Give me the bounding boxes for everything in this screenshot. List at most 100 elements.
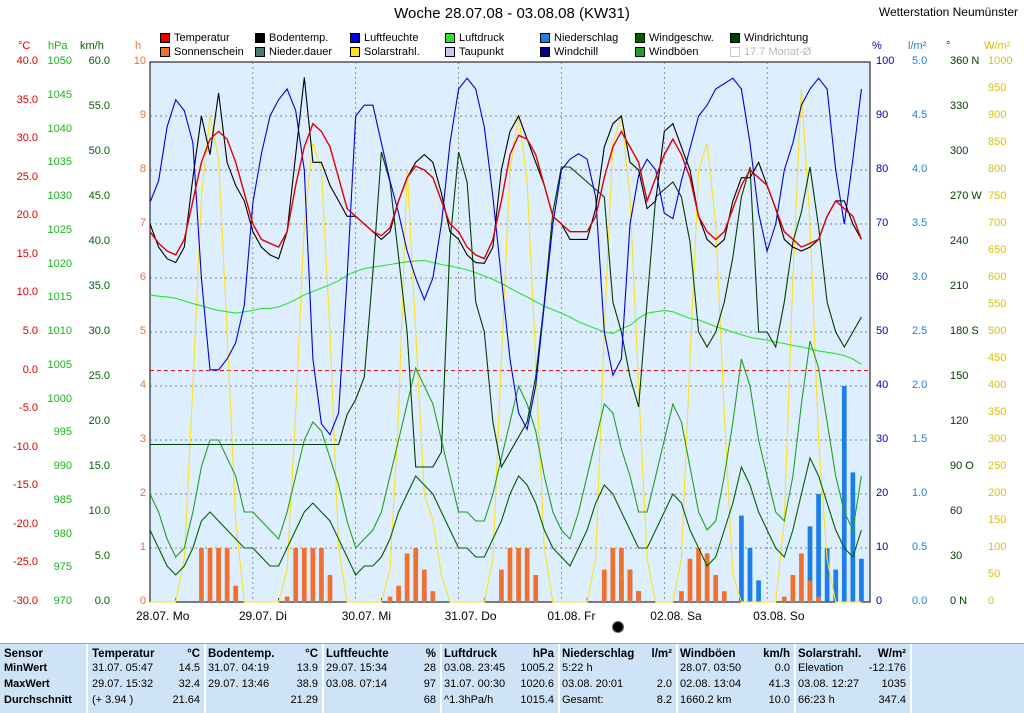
stats-max-value: 97 <box>423 678 436 690</box>
bar-sunshine <box>721 591 727 602</box>
tick-direction: 300 <box>950 145 969 157</box>
tick-solar: 400 <box>988 379 1007 391</box>
legend-item[interactable]: Luftfeuchte <box>350 32 418 44</box>
bar-sunshine <box>781 596 787 602</box>
tick-direction: 270 W <box>950 190 982 202</box>
tick-rain: 5.0 <box>912 55 928 67</box>
tick-rain: 4.0 <box>912 163 928 175</box>
legend-item[interactable]: Niederschlag <box>540 32 618 44</box>
bar-sunshine <box>704 553 710 602</box>
bar-sunshine <box>319 548 324 602</box>
stats-min-value: -12.176 <box>868 662 906 674</box>
legend-label: Windgeschw. <box>649 32 714 44</box>
stats-min-value: 1005.2 <box>520 662 554 674</box>
legend-item[interactable]: Solarstrahl. <box>350 46 420 58</box>
legend-item[interactable]: Nieder.dauer <box>255 46 332 58</box>
bar-sunshine <box>430 591 436 602</box>
bar-sunshine <box>807 580 813 602</box>
legend-swatch <box>635 47 645 57</box>
tick-sun: 4 <box>139 379 146 391</box>
stats-max-time: 02.08. 13:04 <box>680 678 742 690</box>
stats-max-value: 38.9 <box>296 678 318 690</box>
tick-sun: 7 <box>139 217 146 229</box>
bar-sunshine <box>404 553 410 602</box>
tick-temp: 40.0 <box>16 55 38 67</box>
tick-temp: -15.0 <box>12 479 38 492</box>
bar-precipitation <box>833 569 839 602</box>
tick-wind: 40.0 <box>88 235 110 247</box>
stats-col-name: Niederschlag <box>562 648 635 660</box>
stats-avg-value: 1015.4 <box>520 694 554 706</box>
bar-precipitation <box>816 494 821 602</box>
tick-pressure: 980 <box>53 527 72 540</box>
bar-sunshine <box>610 548 616 602</box>
stats-max-value: 1020.6 <box>520 678 554 690</box>
tick-rain: 2.5 <box>912 325 928 337</box>
stats-min-time: 29.07. 15:34 <box>326 662 388 674</box>
axis-head-sun: h <box>135 40 142 52</box>
legend-label: Luftdruck <box>459 32 505 44</box>
bar-sunshine <box>799 553 804 602</box>
legend-item[interactable]: Windrichtung <box>730 32 808 44</box>
stats-min-time: 31.07. 04:19 <box>208 662 270 674</box>
legend-label: Taupunkt <box>459 46 504 58</box>
stats-col-unit: % <box>425 648 436 660</box>
stats-col-unit: hPa <box>532 648 554 660</box>
stats-avg-note: 1660.2 km <box>680 694 732 706</box>
axis-head-wind: km/h <box>80 40 104 52</box>
tick-direction: 90 O <box>950 460 974 472</box>
legend-item[interactable]: Windböen <box>635 46 699 58</box>
tick-sun: 2 <box>139 487 146 499</box>
tick-solar: 50 <box>988 568 1001 580</box>
bar-sunshine <box>816 596 821 602</box>
tick-humidity: 80 <box>876 163 889 175</box>
stats-avg-note: ^1.3hPa/h <box>444 694 494 706</box>
legend-item[interactable]: Windchill <box>540 46 598 58</box>
tick-wind: 15.0 <box>88 460 110 472</box>
legend-label: Temperatur <box>174 32 230 44</box>
legend-item[interactable]: Luftdruck <box>445 32 504 44</box>
legend-item[interactable]: Temperatur <box>160 32 230 44</box>
legend-swatch <box>350 47 360 57</box>
axis-head-humidity: % <box>872 40 882 52</box>
tick-pressure: 1005 <box>47 358 72 371</box>
stats-avg-note: Gesamt: <box>562 694 604 706</box>
bar-sunshine <box>216 548 221 602</box>
tick-temp: 35.0 <box>16 93 38 106</box>
tick-rain: 1.0 <box>912 487 928 499</box>
legend-swatch <box>160 33 170 43</box>
stats-column: Windböen km/h 28.07. 03:50 0.0 02.08. 13:04 4… <box>676 644 796 713</box>
bar-precipitation <box>859 558 864 602</box>
legend-swatch <box>635 33 645 43</box>
time-marker-icon[interactable] <box>612 621 624 633</box>
legend-item[interactable]: 17.7 Monat-Ø <box>730 46 811 58</box>
stats-max-value: 41.3 <box>768 678 790 690</box>
legend-item[interactable]: Taupunkt <box>445 46 504 58</box>
legend-label: Solarstrahl. <box>364 46 420 58</box>
tick-pressure: 985 <box>53 493 72 506</box>
bar-sunshine <box>310 548 316 602</box>
tick-solar: 200 <box>988 487 1007 499</box>
legend-item[interactable]: Sonnenschein <box>160 46 244 58</box>
chart-title: Woche 28.07.08 - 03.08.08 (KW31) <box>394 5 630 22</box>
tick-solar: 1000 <box>988 55 1013 67</box>
tick-wind: 20.0 <box>88 415 110 427</box>
tick-pressure: 975 <box>53 561 72 574</box>
tick-temp: -20.0 <box>12 517 38 530</box>
tick-humidity: 60 <box>876 271 889 283</box>
tick-rain: 2.0 <box>912 379 928 391</box>
stats-min-time: 5:22 h <box>562 662 593 674</box>
bar-precipitation <box>807 526 813 602</box>
legend-item[interactable]: Windgeschw. <box>635 32 714 44</box>
tick-direction: 330 <box>950 100 969 112</box>
stats-col-name: Luftfeuchte <box>326 648 389 660</box>
bar-sunshine <box>293 548 299 602</box>
tick-temp: 15.0 <box>16 247 38 260</box>
series-line-pressure <box>149 259 862 365</box>
stats-max-value: 1035 <box>881 678 906 690</box>
stats-avg-value: 347.4 <box>878 694 906 706</box>
tick-humidity: 20 <box>876 487 889 499</box>
tick-temp: -25.0 <box>12 556 38 569</box>
stats-col-unit: W/m² <box>877 648 906 660</box>
legend-item[interactable]: Bodentemp. <box>255 32 328 44</box>
